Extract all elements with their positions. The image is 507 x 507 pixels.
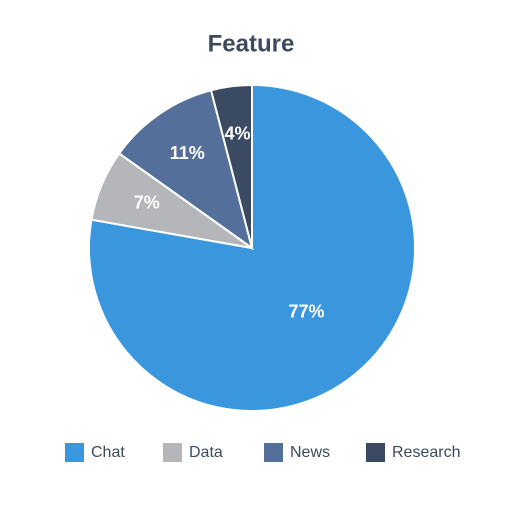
legend-label: News — [290, 444, 330, 461]
legend-swatch — [366, 443, 385, 462]
pie-slice — [117, 89, 254, 251]
legend-label: Chat — [91, 444, 125, 461]
legend-label: Research — [392, 444, 460, 461]
legend-swatch — [65, 443, 84, 462]
legend-swatch — [163, 443, 182, 462]
slice-label: 4% — [225, 124, 251, 144]
slice-label: 7% — [134, 193, 160, 213]
pie-slice — [209, 83, 253, 249]
slice-label: 11% — [170, 143, 205, 163]
slice-label: 77% — [288, 302, 324, 322]
legend-label: Data — [189, 444, 223, 461]
legend-swatch — [264, 443, 283, 462]
chart-title: Feature — [208, 30, 295, 57]
